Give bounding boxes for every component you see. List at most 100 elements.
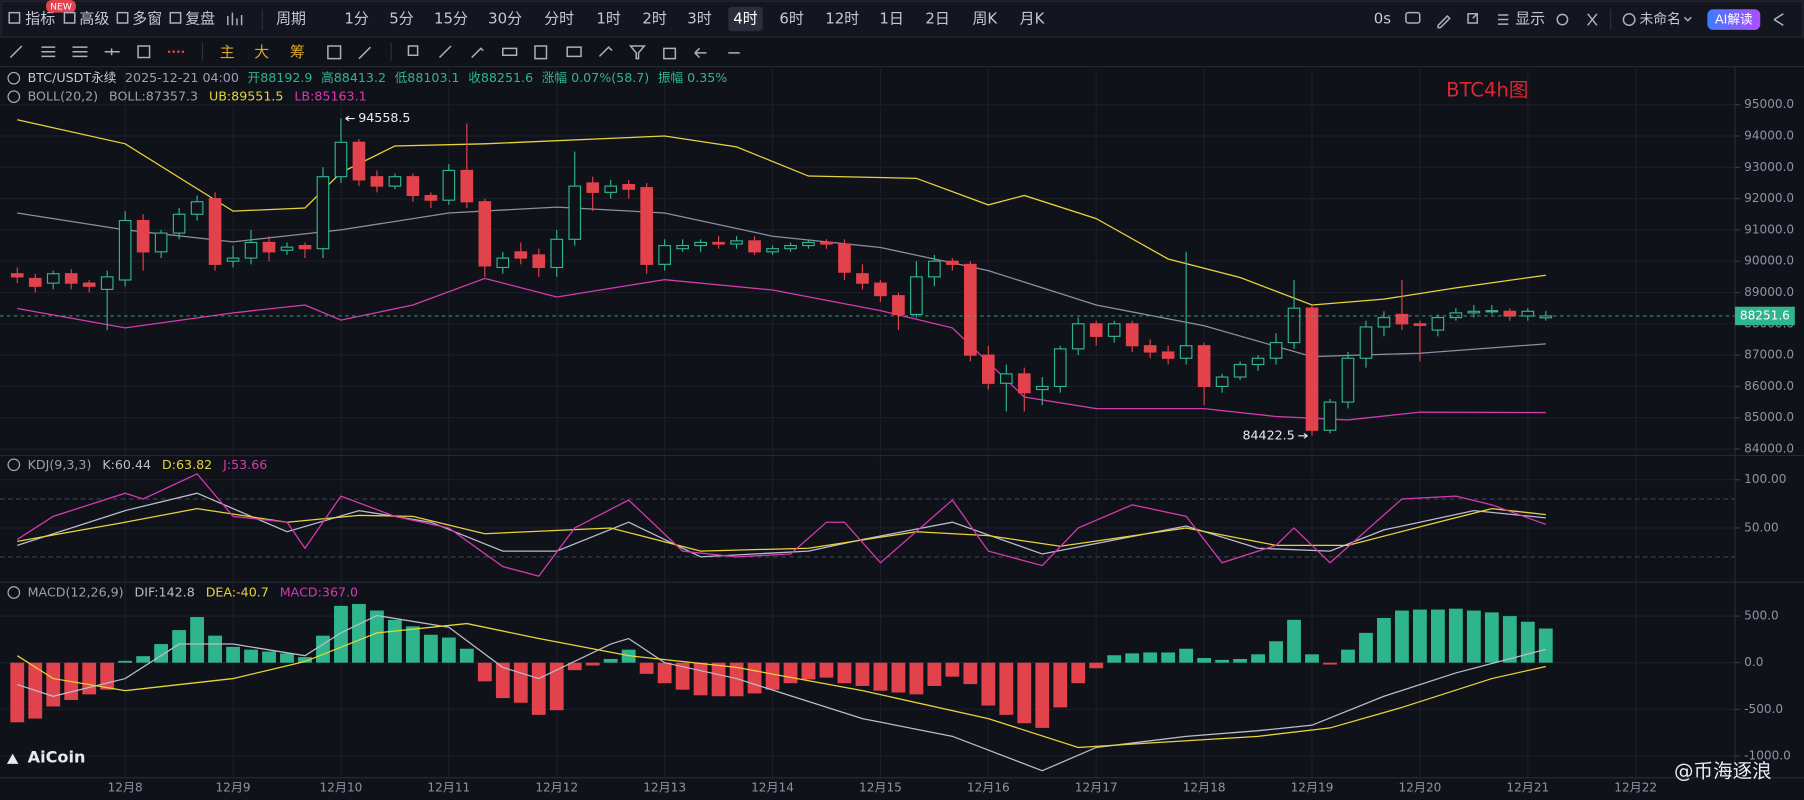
macd-bar	[1395, 610, 1409, 663]
candle-type-icon[interactable]	[227, 12, 243, 26]
y-tick-label: 85000.0	[1744, 410, 1794, 424]
candle-body	[280, 246, 294, 251]
y-tick-label: 84000.0	[1744, 442, 1794, 456]
eye-icon[interactable]	[7, 586, 21, 599]
macd-legend: MACD(12,26,9) DIF:142.8 DEA:-40.7 MACD:3…	[28, 584, 358, 599]
candle-body	[154, 232, 168, 253]
interval-button[interactable]: 周K	[972, 10, 998, 28]
macd-bar	[423, 634, 438, 663]
grid	[0, 69, 1735, 778]
interval-button[interactable]: 6时	[779, 10, 804, 28]
candle-body	[298, 244, 312, 250]
indicator-line	[17, 614, 1546, 772]
candle-body	[999, 373, 1013, 384]
candle-body	[1269, 342, 1283, 359]
edit-icon[interactable]	[1467, 13, 1479, 24]
interval-button[interactable]: 12时	[825, 10, 859, 28]
macd-bar	[190, 617, 204, 663]
tool-main[interactable]: 主	[220, 43, 235, 61]
interval-button[interactable]: 月K	[1020, 10, 1046, 28]
interval-button[interactable]: 3时	[687, 10, 712, 28]
legend-item: 低88103.1	[395, 70, 460, 85]
interval-button[interactable]: 15分	[434, 10, 468, 28]
interval-button[interactable]: 2日	[925, 10, 949, 28]
macd-bar	[1089, 662, 1104, 669]
candle-body	[730, 240, 743, 245]
interval-button[interactable]: 分时	[544, 10, 574, 28]
interval-button[interactable]: 1日	[879, 10, 903, 28]
candle-body	[748, 240, 761, 253]
replay-button[interactable]: 复盘	[169, 10, 215, 28]
x-tick-label: 12月12	[535, 781, 578, 795]
draw-tools[interactable]	[9, 45, 120, 59]
layout-name[interactable]: 未命名	[1639, 11, 1680, 28]
macd-bar	[154, 644, 169, 663]
icon	[8, 11, 21, 24]
candle-body	[442, 169, 456, 201]
legend-item: BOLL(20,2)	[28, 88, 99, 103]
interval-button[interactable]: 1分	[344, 10, 369, 28]
macd-bar	[693, 662, 708, 696]
y-tick-label: 500.0	[1744, 609, 1779, 623]
candle-body	[1071, 323, 1085, 350]
macd-bar	[1125, 653, 1140, 663]
candle-body	[1413, 323, 1427, 326]
macd-bar	[783, 662, 798, 684]
macd-bar	[136, 656, 151, 663]
list-icon[interactable]	[1497, 14, 1509, 25]
interval-button[interactable]: 4时	[733, 10, 758, 28]
macd-bar	[1233, 658, 1247, 663]
rect-tool[interactable]	[137, 45, 151, 59]
indicator-button[interactable]: 指标	[8, 10, 55, 28]
macd-bar	[1161, 652, 1176, 663]
macd-bar	[370, 610, 384, 663]
fullscreen-icon[interactable]	[1587, 13, 1598, 26]
eye-icon[interactable]	[7, 71, 21, 85]
candle-body	[1539, 315, 1553, 319]
macd-bar	[1430, 609, 1445, 663]
candle-body	[28, 277, 42, 287]
y-tick-label: 0.0	[1744, 655, 1763, 669]
candle-body	[1521, 310, 1535, 317]
legend-item: BOLL:87357.3	[109, 88, 198, 103]
interval-button[interactable]: 5分	[389, 10, 414, 28]
macd-bar	[1538, 628, 1553, 663]
candle-body	[1215, 376, 1229, 387]
candle-body	[10, 273, 24, 278]
macd-bar	[495, 662, 510, 699]
macd-bar	[999, 662, 1014, 715]
multi-window-button[interactable]: 多窗	[116, 10, 162, 28]
interval-button[interactable]: 1时	[596, 10, 621, 28]
candle-body	[1251, 357, 1265, 366]
eye-icon[interactable]	[7, 458, 21, 472]
macd-bar	[837, 662, 852, 684]
macd-bar	[334, 605, 348, 663]
advanced-button[interactable]: 高级	[63, 10, 109, 28]
share-icon[interactable]	[1773, 13, 1784, 26]
x-tick-label: 12月20	[1398, 781, 1441, 795]
x-tick-label: 12月9	[215, 781, 250, 795]
interval-button[interactable]: 2时	[642, 10, 667, 28]
ai-button[interactable]	[1707, 9, 1761, 30]
settings-icon[interactable]	[1556, 13, 1569, 26]
plots: 94558.5 84422.5	[0, 110, 1735, 772]
tool-chips[interactable]: 筹	[290, 43, 305, 61]
eye-icon[interactable]	[7, 90, 21, 103]
y-tick-label: 50.00	[1744, 520, 1779, 534]
period-label[interactable]: 周期	[276, 10, 306, 28]
candle-body	[316, 176, 330, 250]
x-tick-label: 12月15	[859, 781, 902, 795]
legend-item: 收88251.6	[468, 70, 533, 85]
indicator-line	[16, 473, 1547, 577]
camera-icon[interactable]	[1405, 11, 1421, 24]
interval-button[interactable]: 30分	[488, 10, 522, 28]
macd-bar	[585, 662, 600, 666]
candle-body	[712, 241, 725, 245]
candle-body	[1323, 401, 1337, 431]
tool-large[interactable]: 大	[254, 43, 269, 61]
display-label[interactable]: 显示	[1515, 10, 1545, 28]
tool-icons[interactable]	[327, 45, 740, 60]
macd-bar	[873, 662, 888, 691]
draw-icon[interactable]	[1437, 15, 1451, 29]
candle-body	[964, 263, 977, 356]
